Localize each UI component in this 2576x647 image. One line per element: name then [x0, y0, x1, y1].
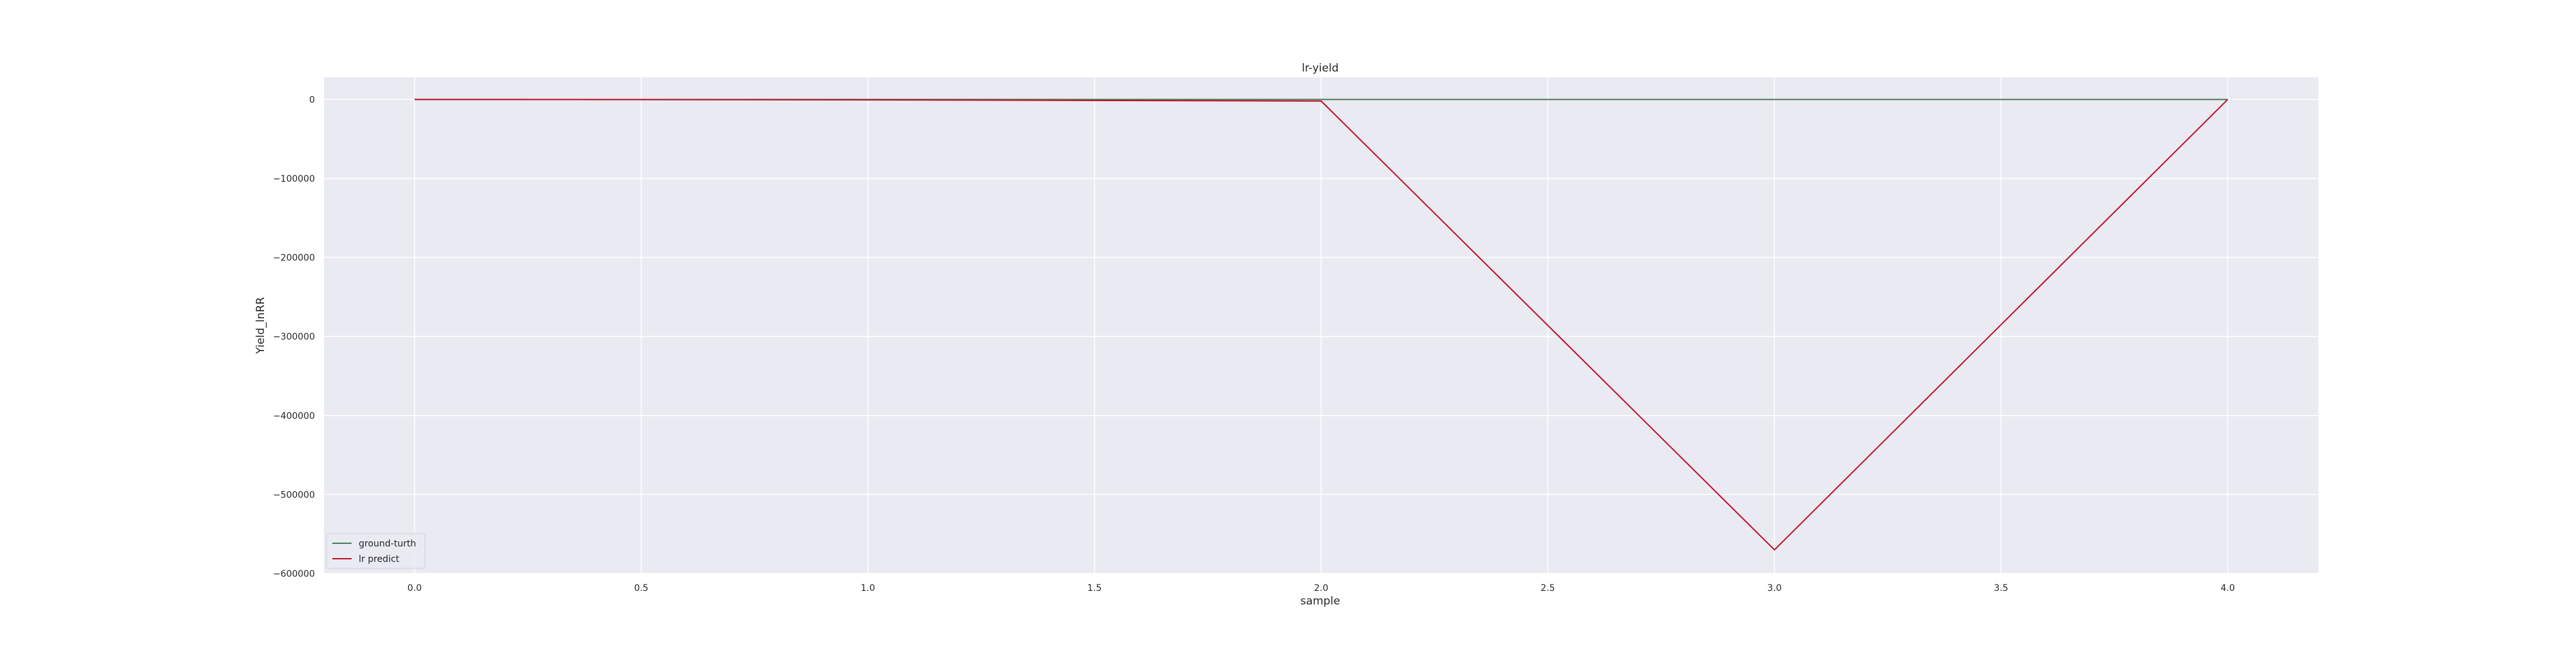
legend-label-1: lr predict [359, 554, 400, 565]
y-tick-label: 0 [309, 95, 315, 105]
legend-label-0: ground-turth [359, 539, 416, 549]
x-tick-labels: 0.0 0.5 1.0 1.5 2.0 2.5 3.0 3.5 4.0 [408, 583, 2235, 594]
y-tick-label: −400000 [273, 411, 315, 421]
legend-box [326, 533, 426, 569]
chart-title: lr-yield [1302, 62, 1338, 75]
y-tick-label: −200000 [273, 253, 315, 264]
x-tick-label: 2.5 [1540, 583, 1555, 594]
x-tick-label: 1.0 [861, 583, 875, 594]
x-axis-label: sample [1300, 595, 1340, 608]
y-tick-label: −600000 [273, 569, 315, 579]
x-tick-label: 3.0 [1767, 583, 1781, 594]
legend: ground-turth lr predict [326, 533, 426, 569]
x-tick-label: 1.5 [1087, 583, 1101, 594]
series-layer [414, 99, 2228, 551]
x-tick-label: 3.5 [1994, 583, 2008, 594]
y-tick-label: −100000 [273, 174, 315, 184]
y-axis-label: Yield_lnRR [254, 297, 267, 354]
x-tick-label: 0.0 [408, 583, 422, 594]
y-tick-labels: 0 −100000 −200000 −300000 −400000 −500000 −600… [273, 95, 315, 579]
x-tick-label: 2.0 [1314, 583, 1328, 594]
x-tick-label: 0.5 [634, 583, 649, 594]
y-tick-label: −300000 [273, 332, 315, 342]
y-tick-label: −500000 [273, 490, 315, 500]
series-line-1 [414, 99, 2228, 551]
x-tick-label: 4.0 [2221, 583, 2235, 594]
